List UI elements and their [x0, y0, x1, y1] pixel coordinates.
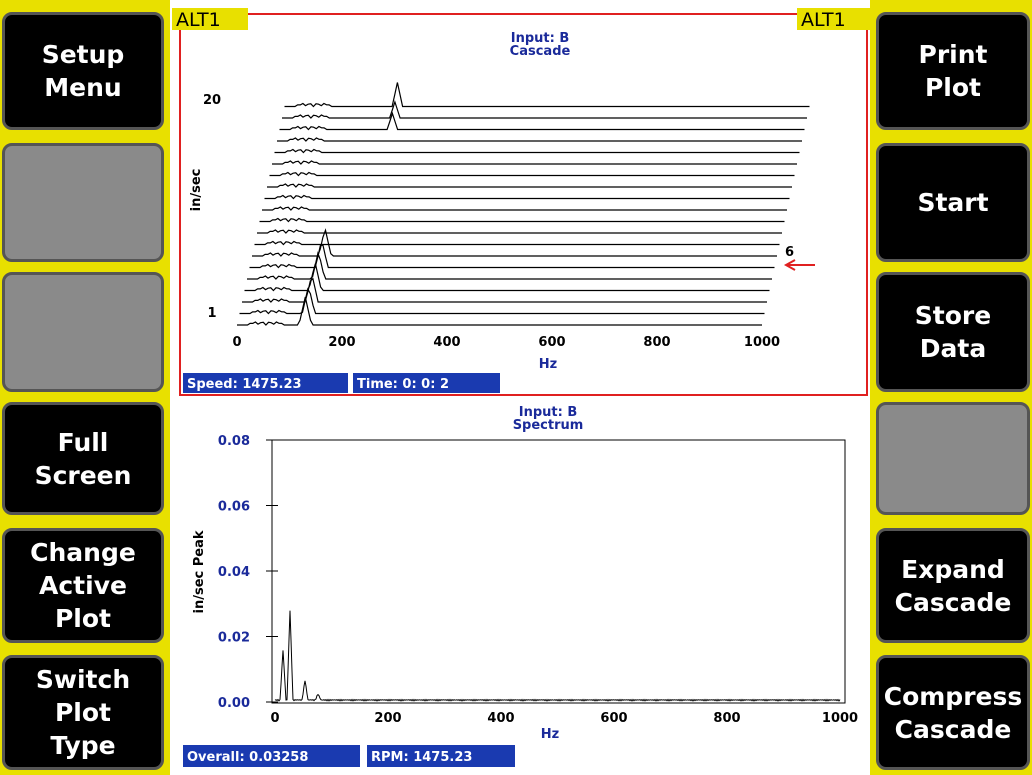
status-box	[353, 373, 500, 393]
softkey[interactable]: Store Data	[876, 272, 1030, 392]
trace	[259, 217, 785, 223]
softkey-label: Menu	[44, 73, 122, 102]
trace	[244, 263, 770, 292]
active-frame	[179, 13, 868, 396]
x-tick-label: 200	[374, 711, 401, 726]
softkey-label: Start	[917, 188, 989, 217]
trace	[239, 287, 765, 315]
x-label: Hz	[541, 727, 559, 742]
softkey-label: Print	[918, 40, 988, 69]
y-tick-label: 0.00	[218, 696, 250, 711]
trace	[247, 251, 772, 280]
status-box	[367, 745, 515, 767]
marker-arrow	[783, 259, 815, 271]
softkey-label: Plot	[924, 73, 982, 102]
overall: Overall: 0.03258	[187, 750, 308, 765]
x-tick-label: 0	[232, 335, 241, 350]
softkey[interactable]: Change Active Plot	[2, 528, 164, 643]
x-tick-label: 400	[433, 335, 460, 350]
x-tick-label: 400	[487, 711, 514, 726]
softkey[interactable]	[2, 272, 164, 392]
cascade-title: Input: B	[511, 31, 570, 46]
trace	[242, 277, 767, 303]
x-label: Hz	[539, 357, 557, 372]
alt-box	[797, 8, 870, 30]
softkey[interactable]: Print Plot	[876, 12, 1030, 130]
softkey[interactable]	[2, 143, 164, 262]
alt-label: ALT1	[801, 9, 846, 31]
alt-box	[172, 8, 248, 30]
spectrum-title: Input: B	[519, 405, 578, 420]
trace	[274, 148, 800, 154]
speed: Speed: 1475.23	[187, 377, 302, 392]
trace	[269, 171, 795, 177]
y-tick-label: 0.06	[218, 500, 250, 515]
y-tick-label: 0.02	[218, 631, 250, 646]
row-label: 1	[207, 306, 216, 321]
trace	[264, 194, 790, 200]
softkey-label: Plot	[54, 604, 112, 633]
x-tick-label: 600	[538, 335, 565, 350]
trace	[274, 610, 841, 702]
x-tick-label: 800	[643, 335, 670, 350]
softkey-label: Change	[30, 538, 136, 567]
x-tick-label: 200	[328, 335, 355, 350]
trace	[272, 160, 797, 165]
spectrum-trace: 0 200 400 600 800 1000 0.00 0.02 0.04 0.06 0.08	[218, 434, 858, 726]
trace	[257, 229, 782, 234]
trace	[252, 228, 777, 257]
softkey-label: Switch	[35, 665, 131, 694]
softkey-label: Type	[50, 731, 116, 760]
y-tick-label: 0.04	[218, 565, 250, 580]
softkey-label: Data	[919, 334, 987, 363]
y-label: in/sec	[189, 169, 204, 212]
x-tick-label: 600	[600, 711, 627, 726]
softkey-label: Plot	[54, 698, 112, 727]
x-tick-label: 800	[713, 711, 740, 726]
softkey[interactable]: Expand Cascade	[876, 528, 1030, 643]
spectrum-subtitle: Spectrum	[513, 418, 584, 433]
plot-area: ALT1 ALT1 Input: B Cascade 20 1 in/sec H…	[170, 0, 870, 775]
trace	[267, 183, 792, 188]
softkey-label: Cascade	[894, 714, 1012, 744]
marker-label: 6	[785, 245, 794, 260]
softkey-label: Cascade	[894, 587, 1012, 617]
trace	[254, 240, 780, 246]
time: Time: 0: 0: 2	[357, 377, 449, 392]
x-tick-label: 1000	[822, 711, 858, 726]
trace	[284, 82, 810, 108]
softkey[interactable]: Full Screen	[2, 402, 164, 515]
softkey[interactable]	[876, 402, 1030, 515]
trace	[249, 244, 775, 269]
trace	[262, 206, 787, 211]
softkey-label: Store	[914, 301, 992, 330]
softkey-label: Active	[39, 571, 127, 600]
trace	[282, 100, 807, 119]
row-label: 20	[203, 93, 221, 108]
cascade-subtitle: Cascade	[510, 44, 571, 59]
softkey-label: Full	[57, 427, 109, 457]
y-tick-label: 0.08	[218, 434, 250, 449]
softkey-label: Screen	[34, 460, 132, 490]
softkey-label: Setup	[41, 40, 125, 69]
softkey[interactable]: Compress Cascade	[876, 655, 1030, 770]
y-label: in/sec Peak	[192, 530, 207, 613]
x-tick-label: 1000	[744, 335, 780, 350]
trace	[279, 111, 805, 131]
alt-label: ALT1	[176, 9, 221, 31]
softkey-label: Expand	[901, 554, 1005, 584]
x-tick-label: 0	[270, 711, 279, 726]
trace	[277, 137, 802, 142]
softkey[interactable]: Setup Menu	[2, 12, 164, 130]
softkey[interactable]: Start	[876, 143, 1030, 262]
status-box	[183, 373, 348, 393]
trace	[237, 296, 762, 326]
status-box	[183, 745, 360, 767]
softkey[interactable]: Switch Plot Type	[2, 655, 164, 770]
softkey-label: Compress	[883, 681, 1023, 711]
rpm: RPM: 1475.23	[371, 750, 472, 765]
cascade-traces: 0 200 400 600 800 1000	[232, 82, 810, 350]
